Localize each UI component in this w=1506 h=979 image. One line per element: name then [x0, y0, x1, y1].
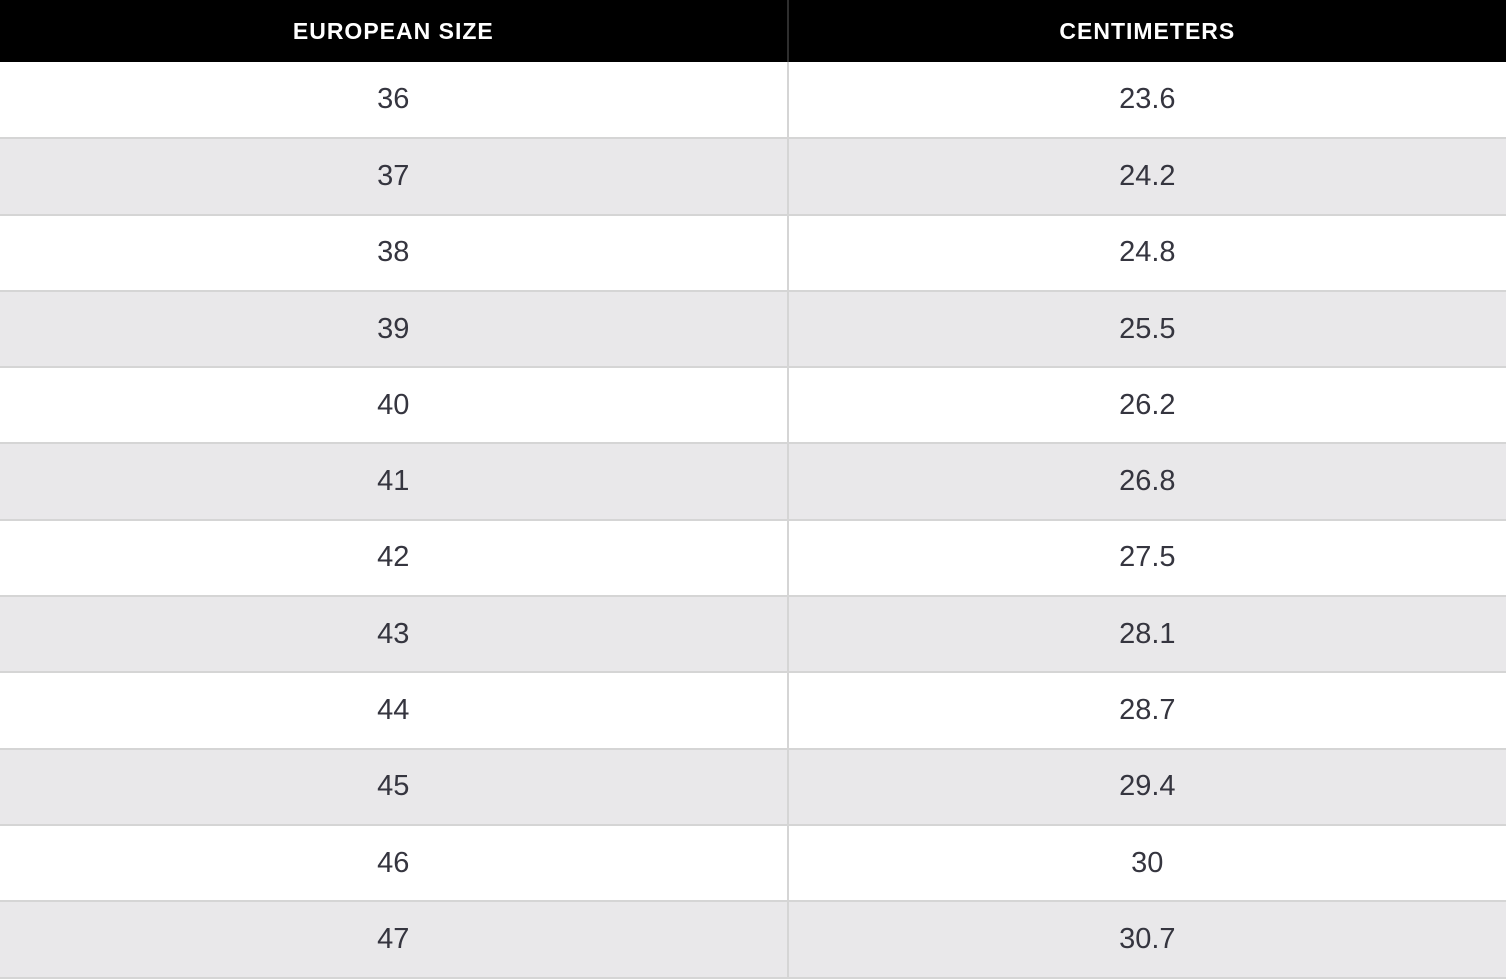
table-row: 47 30.7 — [0, 901, 1506, 979]
size-cell: 44 — [0, 672, 789, 750]
cm-cell: 27.5 — [787, 519, 1506, 598]
cm-cell: 26.2 — [787, 367, 1506, 445]
table-row: 44 28.7 — [0, 672, 1506, 750]
size-cell: 46 — [0, 824, 789, 903]
size-cell: 42 — [0, 519, 789, 598]
size-cell: 47 — [0, 901, 789, 979]
size-cell: 38 — [0, 214, 789, 292]
column-header-european-size: EUROPEAN SIZE — [0, 0, 789, 62]
table-row: 38 24.8 — [0, 214, 1506, 292]
table-row: 40 26.2 — [0, 367, 1506, 445]
size-cell: 41 — [0, 443, 789, 521]
table-row: 43 28.1 — [0, 596, 1506, 674]
table-row: 41 26.8 — [0, 443, 1506, 521]
cm-cell: 24.2 — [787, 138, 1506, 216]
cm-cell: 23.6 — [787, 62, 1506, 140]
size-cell: 40 — [0, 367, 789, 445]
size-cell: 43 — [0, 596, 789, 674]
column-header-centimeters: CENTIMETERS — [787, 0, 1506, 62]
table-body: 36 23.6 37 24.2 38 24.8 39 25.5 40 26.2 41 26.8 42 27… — [0, 62, 1506, 979]
cm-cell: 24.8 — [787, 214, 1506, 292]
size-cell: 37 — [0, 138, 789, 216]
cm-cell: 28.1 — [787, 596, 1506, 674]
table-row: 46 30 — [0, 824, 1506, 903]
size-cell: 45 — [0, 748, 789, 826]
table-row: 42 27.5 — [0, 519, 1506, 598]
size-cell: 36 — [0, 62, 789, 140]
cm-cell: 29.4 — [787, 748, 1506, 826]
cm-cell: 25.5 — [787, 290, 1506, 369]
size-cell: 39 — [0, 290, 789, 369]
cm-cell: 28.7 — [787, 672, 1506, 750]
table-row: 37 24.2 — [0, 138, 1506, 216]
cm-cell: 30 — [787, 824, 1506, 903]
table-header-row: EUROPEAN SIZE CENTIMETERS — [0, 0, 1506, 62]
cm-cell: 26.8 — [787, 443, 1506, 521]
table-row: 45 29.4 — [0, 748, 1506, 826]
cm-cell: 30.7 — [787, 901, 1506, 979]
table-row: 39 25.5 — [0, 290, 1506, 369]
table-row: 36 23.6 — [0, 62, 1506, 140]
